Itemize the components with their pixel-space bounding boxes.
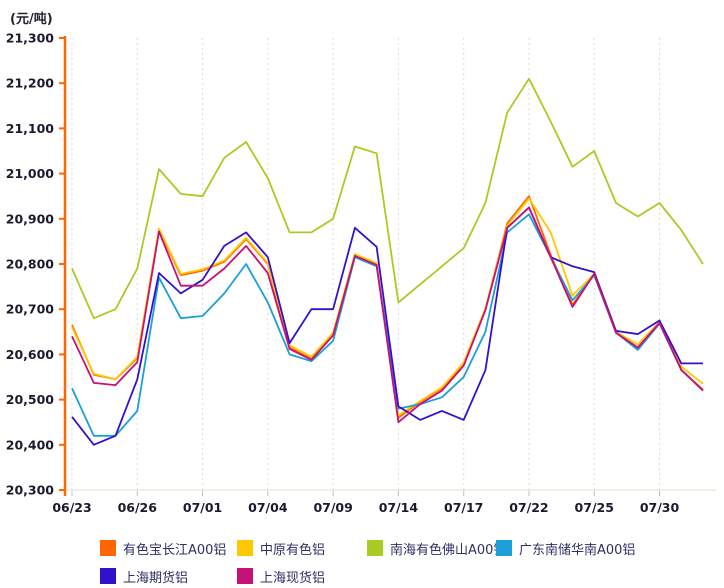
y-tick-label: 21,100: [6, 121, 55, 136]
series-line-5: [71, 206, 704, 424]
series-line-2: [71, 77, 704, 320]
price-line-chart: 21,300 21,200 21,100 21,000 20,900 20,800 20,7…: [6, 31, 716, 515]
legend-label: 有色宝长江A00铝: [123, 542, 227, 558]
legend-item-nanhai[interactable]: 南海有色佛山A00铝: [367, 539, 507, 558]
x-tick-label: 07/22: [509, 500, 548, 515]
y-axis: [59, 36, 67, 496]
y-tick-label: 20,700: [6, 302, 55, 317]
x-tick-label: 07/30: [640, 500, 680, 515]
y-tick-label: 20,900: [6, 211, 55, 226]
legend-swatch-shfe: [100, 568, 116, 584]
y-tick-label: 20,400: [6, 437, 55, 452]
y-axis-unit-label: (元/吨): [10, 12, 53, 27]
y-tick-label: 21,300: [6, 31, 55, 46]
series-lines: [71, 77, 704, 446]
y-tick-label: 21,000: [6, 166, 55, 181]
legend-label: 南海有色佛山A00铝: [390, 542, 507, 558]
y-tick-label: 20,800: [6, 257, 55, 272]
y-axis-tick-labels: 21,300 21,200 21,100 21,000 20,900 20,800 20,7…: [6, 31, 55, 498]
x-tick-label: 06/26: [118, 500, 158, 515]
x-tick-label: 07/25: [575, 500, 614, 515]
legend-label: 上海现货铝: [260, 570, 326, 586]
x-tick-label: 07/01: [183, 500, 222, 515]
legend-label: 上海期货铝: [123, 570, 189, 586]
legend-item-guangdong[interactable]: 广东南储华南A00铝: [496, 539, 636, 558]
y-tick-label: 20,300: [6, 483, 55, 498]
legend-swatch-nanhai: [367, 540, 383, 556]
legend-swatch-spot: [237, 568, 253, 584]
x-axis-line: [65, 489, 716, 496]
legend-item-changjiang[interactable]: 有色宝长江A00铝: [100, 539, 227, 558]
x-tick-label: 07/04: [248, 500, 288, 515]
y-tick-label: 20,600: [6, 347, 55, 362]
legend-swatch-zhongyuan: [237, 540, 253, 556]
y-tick-label: 20,500: [6, 392, 55, 407]
legend-swatch-guangdong: [496, 540, 512, 556]
legend-item-zhongyuan[interactable]: 中原有色铝: [237, 539, 326, 558]
x-tick-label: 07/09: [313, 500, 352, 515]
legend-label: 广东南储华南A00铝: [519, 542, 636, 558]
legend-swatch-changjiang: [100, 540, 116, 556]
x-tick-label: 07/17: [444, 500, 483, 515]
legend-label: 中原有色铝: [260, 542, 326, 558]
legend-item-shfe[interactable]: 上海期货铝: [100, 567, 189, 586]
x-tick-label: 06/23: [52, 500, 91, 515]
y-tick-label: 21,200: [6, 76, 55, 91]
x-tick-label: 07/14: [379, 500, 419, 515]
legend-item-spot[interactable]: 上海现货铝: [237, 567, 326, 586]
x-axis-tick-labels: 06/23 06/26 07/01 07/04 07/09 07/14 07/17 07/22…: [52, 500, 679, 515]
vertical-gridlines: [71, 38, 661, 490]
